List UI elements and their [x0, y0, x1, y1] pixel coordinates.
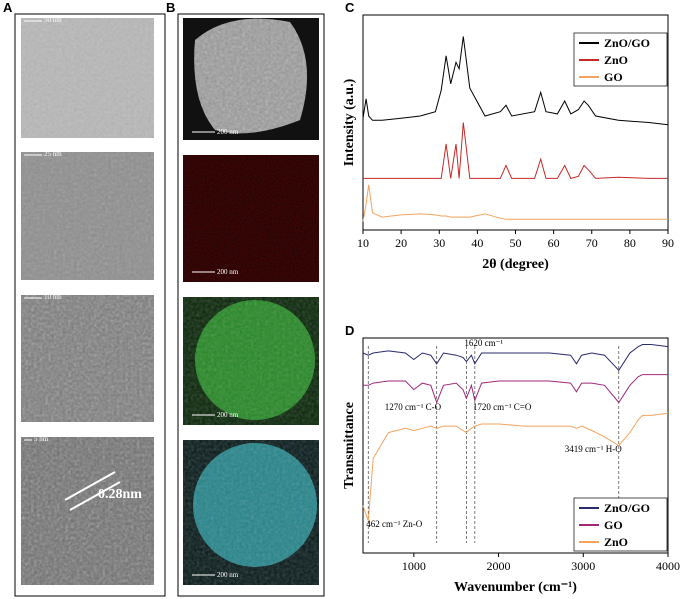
x-tick-label: 2000 — [487, 559, 511, 573]
x-tick-label: 80 — [624, 236, 636, 250]
panel-frame — [177, 13, 325, 597]
eds-image — [183, 18, 319, 585]
panel-label: A — [3, 0, 13, 15]
annotation: 1720 cm⁻¹ C=O — [473, 402, 532, 412]
panel-label: C — [345, 0, 355, 15]
x-tick-label: 4000 — [656, 559, 680, 573]
x-axis-label: 2θ (degree) — [482, 257, 549, 272]
x-tick-label: 60 — [548, 236, 560, 250]
legend-label: ZnO — [604, 535, 628, 549]
scale-label: 25 nm — [44, 150, 62, 158]
scale-label: 200 nm — [217, 268, 239, 276]
x-tick-label: 30 — [433, 236, 445, 250]
legend-label: GO — [604, 518, 623, 532]
tem-image — [21, 18, 154, 585]
y-axis-label: Intensity (a.u.) — [342, 78, 357, 166]
annotation: 462 cm⁻¹ Zn-O — [366, 519, 422, 529]
legend-label: ZnO/GO — [604, 501, 650, 515]
legend-label: ZnO/GO — [604, 36, 650, 50]
scale-label: 50 nm — [44, 16, 62, 24]
panel-label: B — [166, 0, 175, 15]
series-line — [362, 36, 669, 126]
x-tick-label: 90 — [662, 236, 674, 250]
legend-label: GO — [604, 70, 623, 84]
x-tick-label: 10 — [357, 236, 369, 250]
annotation: 1620 cm⁻¹ — [464, 338, 503, 348]
lattice-label: 0.28nm — [98, 487, 142, 502]
x-tick-label: 70 — [586, 236, 598, 250]
plot-frame — [362, 337, 669, 554]
y-axis-label: Transmittance — [342, 402, 357, 489]
x-tick-label: 3000 — [571, 559, 595, 573]
panel-frame — [14, 13, 166, 597]
x-tick-label: 40 — [471, 236, 483, 250]
annotation: 1270 cm⁻¹ C-O — [385, 402, 442, 412]
series-line — [362, 412, 669, 521]
x-tick-label: 50 — [510, 236, 522, 250]
scale-label: 5 nm — [34, 435, 49, 443]
series-line — [362, 344, 669, 372]
x-axis-label: Wavenumber (cm⁻¹) — [454, 580, 577, 595]
scale-label: 200 nm — [217, 571, 239, 579]
series-line — [362, 184, 668, 222]
legend-label: ZnO — [604, 53, 628, 67]
annotation: 3419 cm⁻¹ H-O — [565, 444, 622, 454]
scale-label: 200 nm — [217, 128, 239, 136]
scale-label: 10 nm — [44, 293, 62, 301]
series-line — [363, 122, 668, 179]
x-tick-label: 20 — [395, 236, 407, 250]
panel-label: D — [345, 323, 354, 338]
x-tick-label: 1000 — [402, 559, 426, 573]
scale-label: 200 nm — [217, 411, 239, 419]
series-line — [363, 374, 668, 404]
